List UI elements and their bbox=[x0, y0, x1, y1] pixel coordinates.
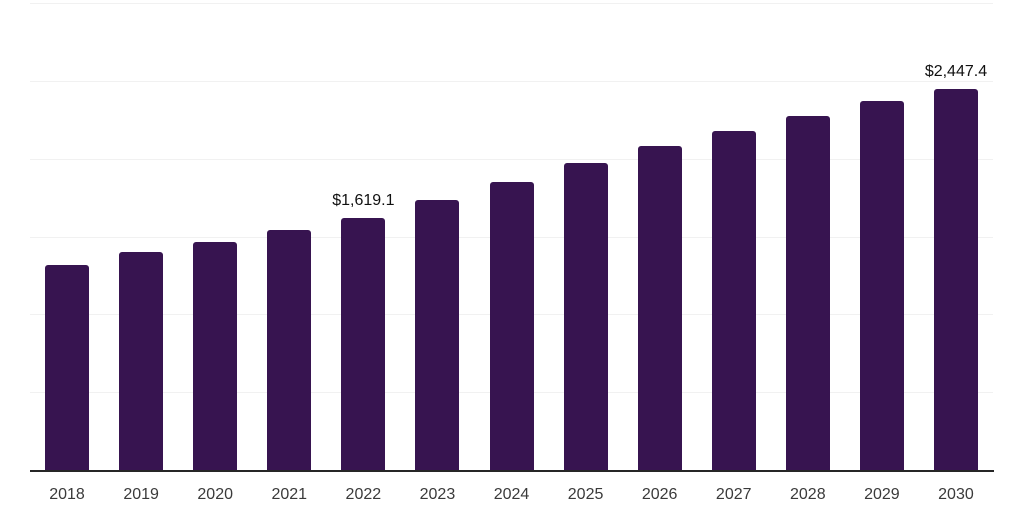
bar-2024[interactable] bbox=[489, 182, 534, 470]
x-tick-label-2026: 2026 bbox=[641, 486, 678, 503]
bar-2018[interactable] bbox=[45, 265, 90, 470]
x-tick-label-2025: 2025 bbox=[567, 486, 604, 503]
plot-area: $1,619.1 $2,447.4 bbox=[30, 3, 993, 470]
x-tick-label-2027: 2027 bbox=[715, 486, 752, 503]
bar-2021[interactable] bbox=[267, 230, 312, 470]
x-tick-label-2028: 2028 bbox=[790, 486, 826, 503]
x-tick-label-2019: 2019 bbox=[123, 486, 159, 503]
gridline-3000 bbox=[30, 3, 993, 4]
bar-value-label-2022: $1,619.1 bbox=[332, 191, 395, 209]
bar-value-label-2030: $2,447.4 bbox=[924, 63, 988, 81]
x-axis-line bbox=[30, 470, 994, 472]
x-tick-label-2024: 2024 bbox=[493, 486, 530, 503]
gridline-2500 bbox=[30, 80, 993, 82]
bar-2019[interactable] bbox=[119, 252, 164, 470]
bar-2020[interactable] bbox=[193, 241, 238, 470]
bar-2025[interactable] bbox=[563, 163, 608, 470]
bar-2028[interactable] bbox=[785, 116, 830, 470]
bar-2027[interactable] bbox=[711, 130, 756, 470]
x-tick-label-2018: 2018 bbox=[49, 486, 85, 503]
x-tick-label-2030: 2030 bbox=[938, 486, 974, 503]
x-tick-label-2023: 2023 bbox=[419, 486, 456, 503]
x-tick-label-2022: 2022 bbox=[345, 486, 382, 503]
bar-2022[interactable] bbox=[341, 217, 386, 470]
x-tick-label-2021: 2021 bbox=[271, 486, 308, 503]
bar-2030[interactable] bbox=[933, 89, 978, 470]
bar-2023[interactable] bbox=[415, 199, 460, 470]
bar-2029[interactable] bbox=[859, 100, 904, 470]
x-tick-label-2020: 2020 bbox=[197, 486, 233, 503]
x-tick-label-2029: 2029 bbox=[864, 486, 900, 503]
gridline-2000 bbox=[30, 158, 993, 160]
bar-2026[interactable] bbox=[637, 146, 682, 470]
